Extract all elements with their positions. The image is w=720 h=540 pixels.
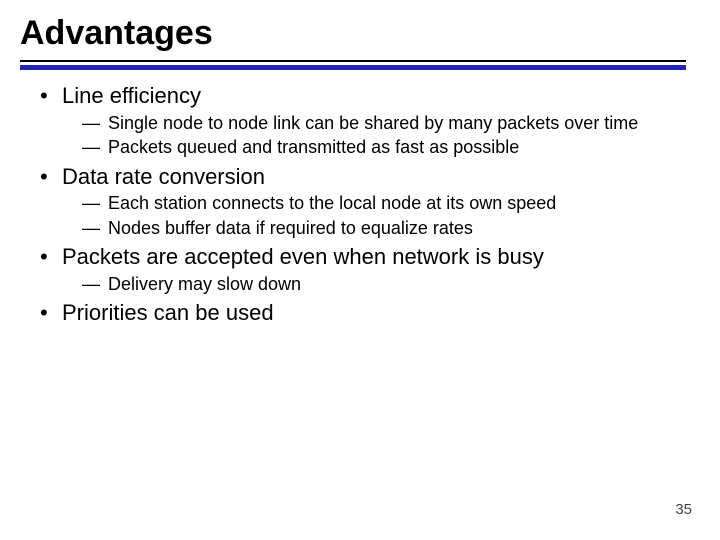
bullet-1-sub-1: Single node to node link can be shared b… (20, 112, 690, 135)
bullet-4: Priorities can be used (20, 299, 690, 327)
slide-title: Advantages (0, 0, 720, 53)
page-number: 35 (675, 501, 692, 518)
bullet-3-sub-1: Delivery may slow down (20, 273, 690, 296)
bullet-1: Line efficiency (20, 82, 690, 110)
bullet-2: Data rate conversion (20, 163, 690, 191)
content-area: Line efficiency Single node to node link… (20, 78, 690, 329)
bullet-1-sub-2: Packets queued and transmitted as fast a… (20, 136, 690, 159)
bullet-2-sub-1: Each station connects to the local node … (20, 192, 690, 215)
rule-thin (20, 60, 686, 62)
slide: Advantages Line efficiency Single node t… (0, 0, 720, 540)
rule-thick (20, 65, 686, 70)
bullet-2-sub-2: Nodes buffer data if required to equaliz… (20, 217, 690, 240)
bullet-3: Packets are accepted even when network i… (20, 243, 690, 271)
